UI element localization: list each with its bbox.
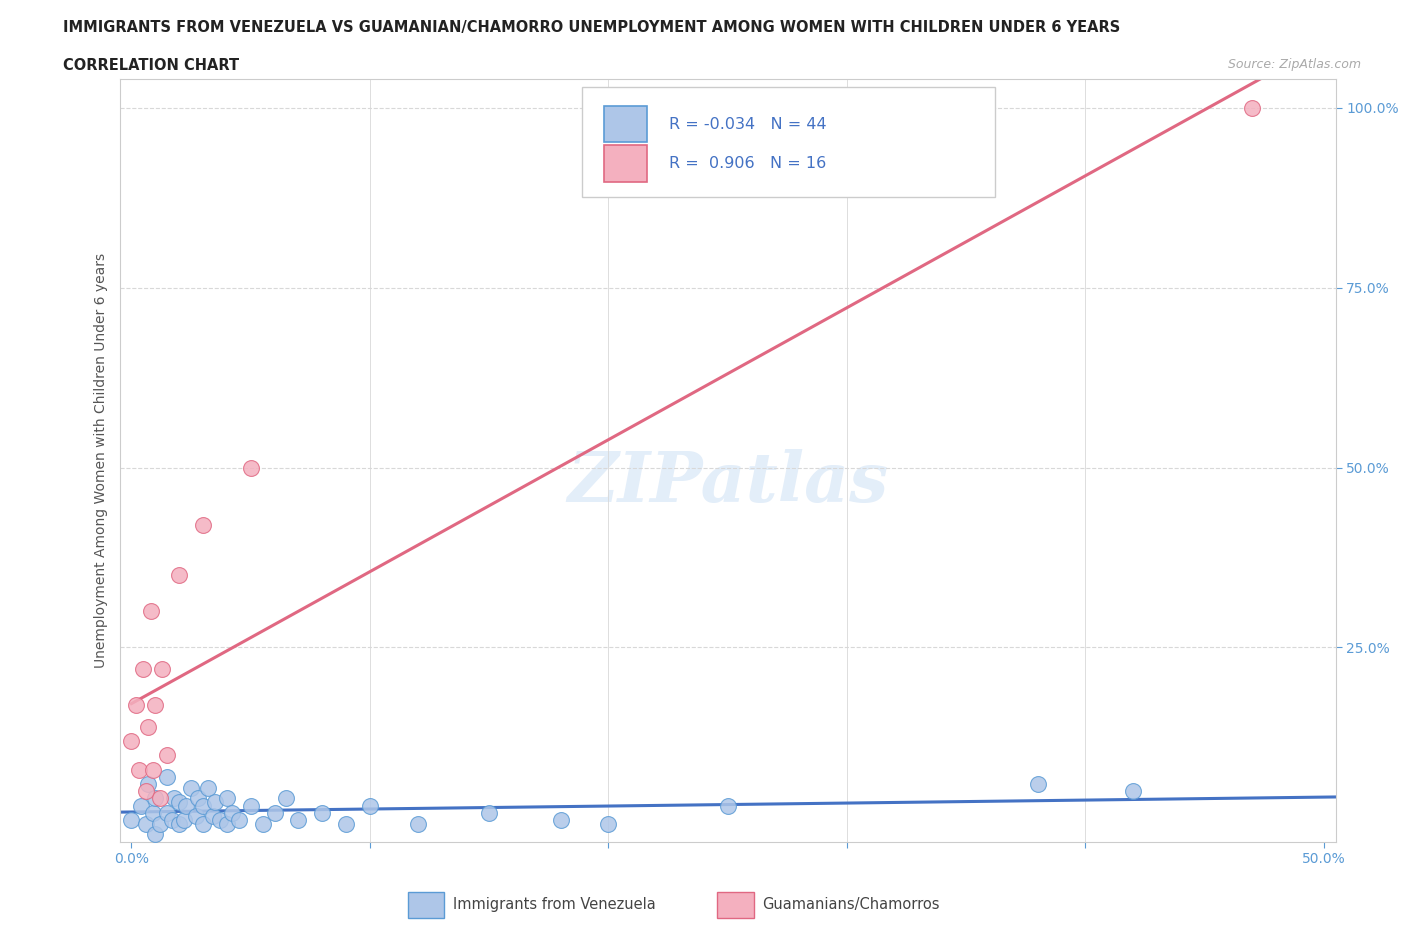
Point (184, 809, 207, 824)
FancyBboxPatch shape (603, 145, 647, 182)
Point (239, 460, 262, 475)
Point (239, 798, 262, 813)
Text: CORRELATION CHART: CORRELATION CHART (63, 58, 239, 73)
Point (201, 809, 224, 824)
Point (152, 661, 174, 676)
Point (191, 798, 214, 813)
Point (276, 791, 298, 806)
Point (129, 798, 152, 813)
Point (215, 817, 238, 831)
Point (208, 813, 231, 828)
Point (135, 784, 157, 799)
Text: Guamanians/Chamorros: Guamanians/Chamorros (762, 897, 939, 912)
Point (173, 813, 195, 828)
Text: R =  0.906   N = 16: R = 0.906 N = 16 (669, 156, 827, 171)
Text: IMMIGRANTS FROM VENEZUELA VS GUAMANIAN/CHAMORRO UNEMPLOYMENT AMONG WOMEN WITH CH: IMMIGRANTS FROM VENEZUELA VS GUAMANIAN/C… (63, 20, 1121, 35)
Point (1122, 784, 1144, 799)
Point (252, 817, 274, 831)
Point (156, 805, 179, 820)
Y-axis label: Unemployment Among Women with Children Under 6 years: Unemployment Among Women with Children U… (94, 253, 108, 668)
Point (1026, 777, 1049, 791)
Point (311, 805, 333, 820)
Point (142, 805, 165, 820)
Text: Immigrants from Venezuela: Immigrants from Venezuela (453, 897, 655, 912)
Point (197, 780, 219, 795)
Point (139, 604, 162, 618)
Point (221, 805, 243, 820)
Point (163, 791, 186, 806)
FancyBboxPatch shape (582, 86, 995, 197)
Point (263, 805, 285, 820)
Point (359, 798, 381, 813)
Point (191, 518, 214, 533)
Point (335, 817, 357, 831)
Point (478, 805, 501, 820)
Point (598, 817, 620, 831)
Point (160, 813, 183, 828)
Point (167, 568, 190, 583)
Point (143, 791, 166, 806)
Point (156, 769, 179, 784)
Point (167, 817, 190, 831)
Text: ZIPatlas: ZIPatlas (567, 449, 889, 517)
Point (717, 798, 740, 813)
Point (204, 794, 226, 809)
Point (135, 817, 157, 831)
Point (128, 763, 150, 777)
Point (120, 734, 142, 749)
Point (149, 791, 172, 806)
Text: R = -0.034   N = 44: R = -0.034 N = 44 (669, 116, 827, 131)
Point (143, 827, 166, 842)
Point (287, 813, 309, 828)
Point (228, 813, 250, 828)
Point (215, 791, 238, 806)
Point (143, 698, 166, 712)
Point (191, 817, 214, 831)
Point (125, 698, 148, 712)
Point (120, 813, 142, 828)
Text: Source: ZipAtlas.com: Source: ZipAtlas.com (1227, 58, 1361, 71)
Point (142, 763, 165, 777)
Point (174, 798, 197, 813)
Point (406, 817, 429, 831)
Point (187, 791, 209, 806)
Point (156, 748, 179, 763)
FancyBboxPatch shape (603, 106, 647, 142)
Point (136, 719, 159, 734)
Point (132, 661, 155, 676)
Point (180, 780, 202, 795)
Point (136, 777, 159, 791)
Point (550, 813, 572, 828)
Point (167, 794, 190, 809)
Point (149, 817, 172, 831)
Point (1241, 100, 1264, 115)
